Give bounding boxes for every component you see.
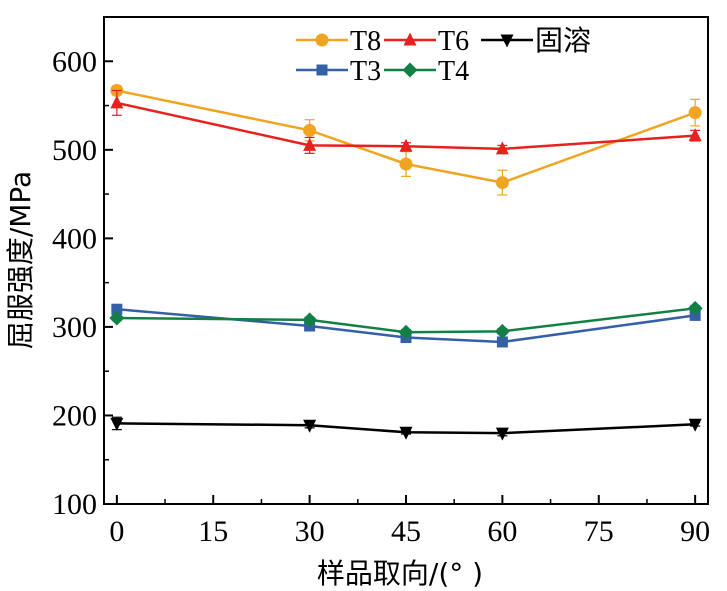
series-1 [110,83,702,196]
series-3 [110,416,702,441]
legend-item: T6 [384,26,469,57]
data-point [110,95,124,109]
x-tick-labels: 0 15 30 45 60 75 90 [109,515,710,548]
axis-ticks [104,60,697,505]
legend-label: T3 [350,56,381,87]
y-tick-labels: 100 200 300 400 500 600 [52,45,97,521]
data-point [109,310,125,326]
data-point [495,427,509,441]
x-tick-label: 90 [680,515,710,548]
legend-item: T8 [296,26,381,57]
x-tick-label: 0 [109,515,124,548]
x-tick-label: 30 [295,515,325,548]
y-tick-label: 500 [52,134,97,167]
legend-marker [402,62,418,78]
legend-label: T6 [438,26,469,57]
data-point [688,128,702,142]
data-point [495,176,509,190]
y-tick-label: 400 [52,222,97,255]
data-point [303,419,317,433]
data-point [688,106,702,120]
x-tick-label: 45 [391,515,421,548]
legend-marker [500,34,514,48]
data-point [398,324,414,340]
y-tick-label: 200 [52,399,97,432]
data-point [302,312,318,328]
legend-item: T3 [296,56,381,87]
data-point [111,303,123,315]
data-point [496,336,508,348]
legend-item: T4 [384,56,469,87]
series-5 [109,300,703,340]
x-tick-label: 15 [198,515,228,548]
legend-label: T4 [438,56,469,87]
legend-marker [315,33,329,47]
data-point [494,323,510,339]
data-point [110,417,124,431]
x-tick-label: 75 [584,515,614,548]
data-point [399,138,413,152]
data-point [687,300,703,316]
y-axis-title: 屈服强度/MPa [4,171,37,349]
data-point [303,137,317,151]
legend-item: 固溶 [481,25,591,57]
y-tick-label: 100 [52,488,97,521]
data-point [495,141,509,155]
legend: T8 T6 固溶 T3 T4 [296,25,591,87]
legend-label: T8 [350,26,381,57]
series-2 [110,89,702,155]
legend-marker [316,64,328,76]
data-point [688,418,702,432]
legend-label: 固溶 [535,25,591,57]
y-tick-label: 600 [52,45,97,78]
x-axis-title: 样品取向/(° ) [317,557,483,590]
y-tick-label: 300 [52,311,97,344]
data-point [399,157,413,171]
data-point [303,123,317,137]
data-point [399,426,413,440]
series-layer [109,83,703,441]
x-tick-label: 60 [487,515,517,548]
legend-marker [403,32,417,46]
